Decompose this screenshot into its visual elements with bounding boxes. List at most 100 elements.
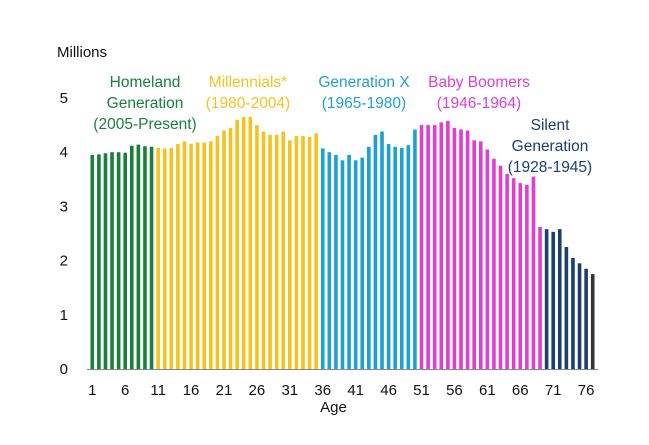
bar-age-13 [169, 147, 174, 369]
bar-age-4 [110, 152, 114, 369]
bar-age-43 [367, 146, 371, 369]
bar-age-14 [176, 144, 180, 369]
bar-age-35 [314, 133, 318, 369]
legend-line: Millennials* [208, 74, 288, 91]
bar-age-69 [538, 227, 542, 369]
legend-silent-generation: Silent Generation (1928-1945) [494, 115, 606, 178]
bar-age-24 [241, 116, 246, 369]
bar-age-76 [584, 268, 588, 369]
bar-age-73 [564, 247, 569, 369]
bar-age-26 [255, 125, 259, 369]
bar-age-47 [393, 146, 397, 369]
bar-age-17 [195, 142, 200, 369]
x-axis-title: Age [320, 399, 347, 416]
y-tick-label: 2 [60, 253, 68, 270]
bar-age-62 [492, 158, 496, 369]
y-tick-label: 5 [60, 90, 68, 107]
bar-age-23 [235, 119, 239, 370]
x-tick-label: 76 [578, 382, 595, 399]
bar-age-19 [209, 141, 213, 369]
x-tick-label: 36 [314, 382, 331, 399]
bar-age-40 [347, 154, 351, 369]
bar-age-10 [149, 146, 154, 369]
bar-age-45 [380, 131, 384, 369]
bar-age-20 [215, 135, 220, 369]
bar-age-18 [202, 142, 207, 369]
bar-age-9 [143, 146, 147, 369]
legend-line: (1928-1945) [507, 159, 593, 176]
bar-age-33 [301, 135, 305, 369]
bar-age-61 [485, 149, 490, 369]
bar-age-34 [307, 137, 312, 369]
bar-age-3 [103, 153, 108, 369]
bar-age-31 [288, 140, 292, 369]
y-axis-unit-label: Millions [57, 44, 108, 61]
bar-age-15 [182, 141, 187, 369]
bar-age-60 [478, 141, 483, 369]
bar-age-65 [511, 178, 516, 369]
legend-line: (1965-1980) [321, 95, 407, 112]
x-tick-label: 51 [413, 382, 430, 399]
x-tick-label: 46 [380, 382, 397, 399]
bar-age-64 [505, 173, 509, 369]
legend-line: (1980-2004) [205, 95, 291, 112]
legend-baby-boomers: Baby Boomers (1946-1964) [420, 72, 538, 114]
x-tick-label: 56 [446, 382, 463, 399]
bar-age-37 [327, 152, 332, 369]
bar-age-28 [268, 134, 272, 369]
y-tick-label: 4 [60, 144, 68, 161]
bar-age-1 [90, 154, 95, 369]
legend-line: Silent [530, 117, 570, 134]
bar-age-2 [97, 154, 101, 369]
x-tick-label: 41 [347, 382, 364, 399]
bar-age-16 [189, 144, 193, 369]
x-tick-label: 61 [479, 382, 496, 399]
x-tick-label: 71 [545, 382, 562, 399]
bar-age-12 [162, 148, 167, 369]
y-tick-label: 0 [60, 361, 68, 378]
bar-age-36 [320, 148, 325, 369]
bar-age-25 [248, 116, 253, 369]
bar-age-58 [465, 130, 470, 369]
legend-line: (1946-1964) [436, 95, 522, 112]
bar-age-51 [419, 125, 424, 369]
x-tick-label: 31 [281, 382, 298, 399]
legend-line: Generation [511, 138, 589, 155]
legend-line: Generation [106, 95, 184, 112]
bar-age-42 [360, 157, 365, 369]
bar-age-22 [228, 127, 233, 369]
legend-line: Homeland [109, 74, 181, 91]
bar-age-63 [498, 165, 503, 369]
bar-age-11 [156, 147, 160, 369]
bar-age-71 [551, 231, 556, 369]
y-tick-label: 3 [60, 198, 68, 215]
bar-age-66 [518, 183, 523, 369]
bar-age-38 [334, 154, 338, 369]
bar-age-50 [413, 129, 417, 369]
bar-age-57 [459, 129, 463, 369]
bar-age-67 [525, 184, 529, 369]
bar-age-32 [294, 135, 299, 369]
legend-generation-x: Generation X (1965-1980) [310, 72, 418, 114]
legend-millennials: Millennials* (1980-2004) [196, 72, 300, 114]
bar-age-39 [340, 160, 345, 369]
x-tick-label: 1 [88, 382, 96, 399]
bar-age-52 [426, 125, 430, 369]
bar-age-5 [116, 152, 121, 369]
legend-line: Baby Boomers [428, 74, 530, 91]
legend-homeland-generation: Homeland Generation (2005-Present) [82, 72, 208, 135]
bar-age-55 [446, 120, 450, 369]
x-tick-label: 6 [121, 382, 129, 399]
x-tick-label: 26 [249, 382, 266, 399]
bar-age-21 [222, 130, 226, 369]
x-tick-label: 11 [150, 382, 166, 399]
x-tick-label: 21 [216, 382, 233, 399]
bar-age-30 [281, 131, 286, 369]
bar-age-27 [261, 131, 266, 369]
bar-age-7 [129, 145, 134, 369]
bar-age-8 [136, 144, 141, 369]
bar-age-44 [373, 134, 378, 369]
bar-age-56 [452, 127, 457, 369]
